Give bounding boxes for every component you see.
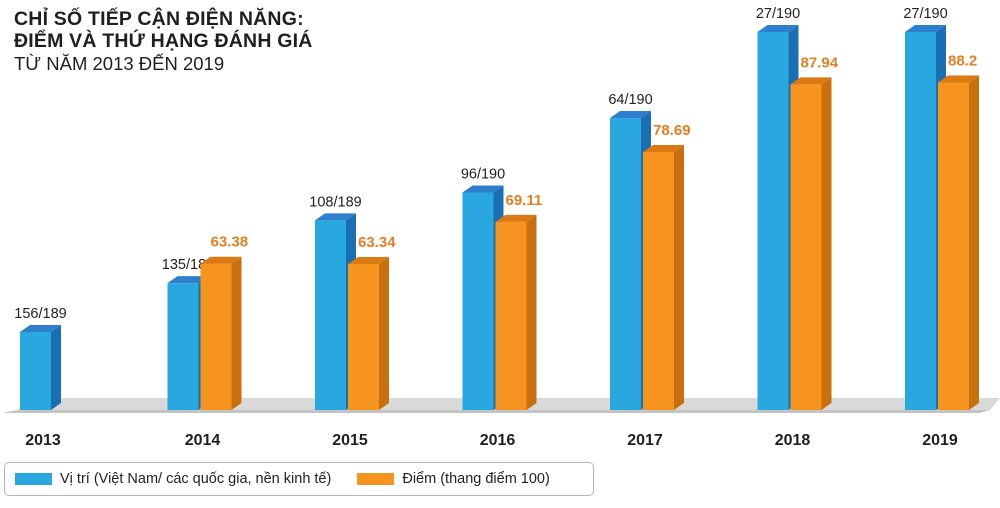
bar-rank-2018-top: [757, 25, 799, 32]
bar-rank-2014-top: [167, 276, 209, 284]
bar-score-2018-top: [790, 77, 832, 85]
bar-chart: 156/1892013135/18963.382014108/18963.342…: [2, 6, 1000, 449]
chart-floor-edge: [2, 410, 990, 413]
chart-title-line-2: ĐIỂM VÀ THỨ HẠNG ĐÁNH GIÁ: [14, 30, 313, 52]
bar-rank-2019-top: [905, 25, 946, 32]
data-label-rank-2018: 27/190: [756, 6, 800, 22]
chart-subtitle: TỪ NĂM 2013 ĐẾN 2019: [14, 53, 225, 74]
bar-rank-2017-top: [610, 111, 651, 119]
data-label-rank-2015: 108/189: [309, 194, 361, 210]
bar-rank-2013-top: [20, 325, 61, 332]
bar-score-2014: [200, 263, 232, 410]
legend-item-score: Điểm (thang điểm 100): [357, 471, 550, 487]
data-label-score-2015: 63.34: [358, 234, 396, 251]
bar-score-2015-top: [348, 257, 389, 264]
x-tick-label-2013: 2013: [25, 432, 61, 449]
bar-rank-2015: [315, 220, 346, 410]
bar-score-2014-top: [200, 256, 242, 264]
legend: Vị trí (Việt Nam/ các quốc gia, nền kinh…: [4, 462, 594, 496]
x-tick-label-2016: 2016: [480, 432, 516, 449]
x-tick-label-2019: 2019: [922, 432, 958, 449]
bar-score-2019-side: [969, 75, 979, 410]
data-label-score-2017: 78.69: [653, 122, 691, 139]
bar-rank-2013-side: [51, 325, 61, 410]
bar-score-2016-top: [495, 214, 537, 222]
bar-score-2016-side: [526, 214, 537, 410]
bar-rank-2018: [757, 32, 789, 410]
bar-rank-2016: [462, 192, 494, 410]
bar-rank-2016-top: [462, 185, 504, 193]
data-label-score-2018: 87.94: [801, 54, 839, 71]
bar-rank-2017: [610, 118, 641, 410]
data-label-rank-2013: 156/189: [14, 306, 66, 322]
bar-rank-2015-top: [315, 213, 356, 221]
x-tick-label-2018: 2018: [775, 432, 811, 449]
bar-score-2015: [348, 264, 379, 410]
data-label-score-2019: 88.2: [948, 53, 977, 70]
bar-rank-2019: [905, 32, 936, 410]
legend-swatch-rank: [15, 473, 52, 485]
data-label-rank-2019: 27/190: [903, 6, 947, 22]
legend-swatch-score: [357, 473, 395, 485]
chart-title-line-1: CHỈ SỐ TIẾP CẬN ĐIỆN NĂNG:: [14, 8, 304, 30]
data-label-score-2016: 69.11: [506, 192, 543, 209]
data-label-score-2014: 63.38: [211, 234, 249, 251]
x-tick-label-2015: 2015: [332, 432, 368, 449]
x-tick-label-2017: 2017: [627, 432, 663, 449]
x-tick-label-2014: 2014: [185, 432, 221, 449]
bar-rank-2014: [167, 283, 199, 410]
title-block: CHỈ SỐ TIẾP CẬN ĐIỆN NĂNG: ĐIỂM VÀ THỨ H…: [14, 8, 313, 75]
bar-rank-2013: [20, 332, 51, 410]
data-label-rank-2017: 64/190: [608, 92, 652, 108]
bar-score-2017-top: [643, 144, 684, 152]
legend-item-rank: Vị trí (Việt Nam/ các quốc gia, nền kinh…: [15, 471, 331, 487]
bar-score-2018: [790, 84, 822, 411]
bar-score-2019: [938, 82, 969, 410]
bar-score-2015-side: [379, 257, 389, 410]
data-label-rank-2016: 96/190: [461, 166, 505, 182]
bar-score-2014-side: [231, 256, 242, 410]
bar-score-2019-top: [938, 75, 979, 83]
bar-score-2018-side: [821, 77, 832, 411]
bar-score-2016: [495, 221, 527, 410]
legend-label-rank: Vị trí (Việt Nam/ các quốc gia, nền kinh…: [60, 471, 332, 487]
bar-score-2017: [643, 151, 674, 410]
legend-label-score: Điểm (thang điểm 100): [402, 471, 550, 487]
bar-score-2017-side: [674, 144, 684, 410]
